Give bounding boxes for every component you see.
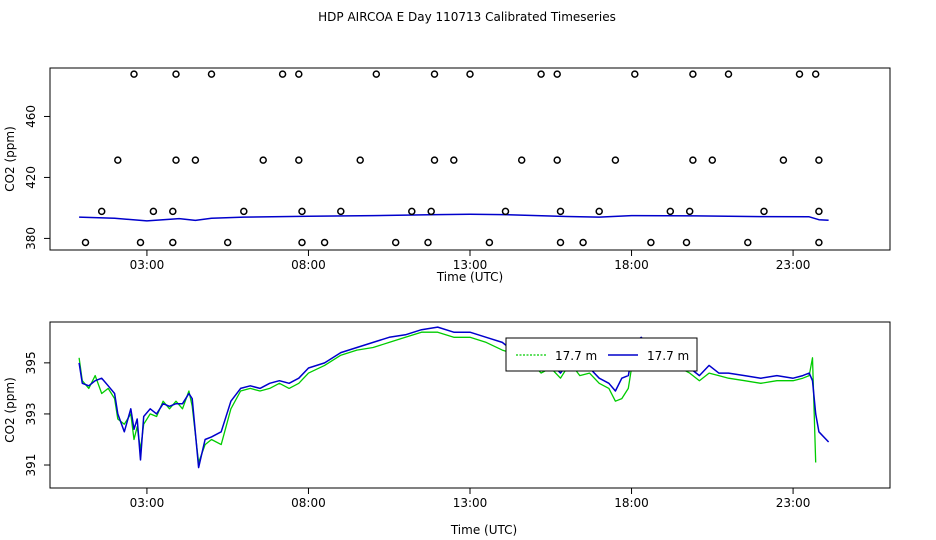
scatter-point bbox=[169, 207, 177, 216]
legend-label-0: 17.7 m bbox=[555, 349, 597, 363]
scatter-point bbox=[450, 156, 458, 164]
series-line-0 bbox=[78, 331, 817, 464]
figure-title: HDP AIRCOA E Day 110713 Calibrated Times… bbox=[318, 10, 616, 24]
scatter-point bbox=[391, 238, 400, 247]
y-tick-label: 460 bbox=[24, 105, 38, 128]
y-tick-label: 395 bbox=[24, 351, 38, 374]
x-tick-label: 03:00 bbox=[130, 496, 165, 510]
x-tick-label: 18:00 bbox=[614, 258, 649, 272]
scatter-point bbox=[556, 238, 565, 247]
scatter-point bbox=[466, 70, 474, 78]
x-tick-label: 23:00 bbox=[776, 496, 811, 510]
x-tick-label: 13:00 bbox=[453, 496, 488, 510]
scatter-point bbox=[647, 238, 655, 247]
y-axis: 391 393 395 bbox=[24, 351, 50, 476]
scatter-point bbox=[724, 70, 733, 78]
scatter-point bbox=[372, 70, 381, 78]
x-tick-label: 18:00 bbox=[614, 496, 649, 510]
scatter-point bbox=[320, 238, 329, 247]
scatter-point bbox=[97, 207, 106, 216]
scatter-point bbox=[337, 207, 345, 216]
line-series-group bbox=[78, 326, 830, 469]
scatter-point bbox=[517, 156, 526, 164]
scatter-point bbox=[537, 70, 545, 78]
scatter-points-group bbox=[81, 70, 823, 247]
scatter-point bbox=[631, 70, 639, 78]
series-line-1 bbox=[78, 326, 830, 469]
scatter-point bbox=[430, 156, 439, 164]
top-panel: 03:00 08:00 13:00 18:00 23:00 380 420 460 Time… bbox=[3, 67, 891, 284]
bottom-panel: 03:00 08:00 13:00 18:00 23:00 391 393 395 Time… bbox=[3, 321, 891, 537]
scatter-point bbox=[259, 156, 267, 164]
scatter-point bbox=[223, 238, 232, 247]
scatter-point bbox=[760, 207, 768, 216]
scatter-point bbox=[779, 156, 788, 164]
scatter-point bbox=[240, 207, 248, 216]
scatter-point bbox=[682, 238, 691, 247]
scatter-point bbox=[553, 156, 561, 164]
scatter-point bbox=[149, 207, 158, 216]
scatter-point bbox=[295, 70, 303, 78]
y-axis-label: CO2 (ppm) bbox=[3, 126, 17, 192]
y-tick-label: 380 bbox=[24, 227, 38, 250]
scatter-point bbox=[298, 238, 306, 247]
x-tick-label: 13:00 bbox=[453, 258, 488, 272]
scatter-point bbox=[685, 207, 694, 216]
y-tick-label: 420 bbox=[24, 166, 38, 189]
y-tick-label: 393 bbox=[24, 402, 38, 425]
legend: 17.7 m 17.7 m bbox=[505, 337, 698, 372]
scatter-point bbox=[430, 70, 439, 78]
scatter-point bbox=[172, 156, 180, 164]
plot-frame bbox=[49, 321, 891, 489]
scatter-point bbox=[136, 238, 145, 247]
scatter-point bbox=[191, 156, 200, 164]
scatter-point bbox=[815, 207, 823, 216]
scatter-point bbox=[356, 156, 364, 164]
scatter-point bbox=[744, 238, 752, 247]
scatter-point bbox=[689, 156, 697, 164]
x-tick-label: 03:00 bbox=[130, 258, 165, 272]
x-tick-label: 08:00 bbox=[291, 258, 326, 272]
scatter-point bbox=[689, 70, 697, 78]
scatter-point bbox=[169, 238, 177, 247]
x-axis: 03:00 08:00 13:00 18:00 23:00 bbox=[130, 488, 811, 510]
scatter-point bbox=[815, 238, 823, 247]
y-tick-label: 391 bbox=[24, 454, 38, 477]
scatter-point bbox=[424, 238, 432, 247]
scatter-point bbox=[501, 207, 510, 216]
x-axis-label: Time (UTC) bbox=[450, 523, 517, 537]
x-tick-label: 23:00 bbox=[776, 258, 811, 272]
scatter-point bbox=[485, 238, 494, 247]
y-axis-label: CO2 (ppm) bbox=[3, 377, 17, 443]
scatter-point bbox=[815, 156, 823, 164]
x-axis-label: Time (UTC) bbox=[436, 270, 503, 284]
scatter-point bbox=[114, 156, 122, 164]
scatter-point bbox=[795, 70, 804, 78]
line-series-group bbox=[79, 213, 829, 222]
scatter-point bbox=[207, 70, 216, 78]
scatter-point bbox=[427, 207, 435, 216]
scatter-point bbox=[408, 207, 416, 216]
scatter-point bbox=[595, 207, 603, 216]
x-tick-label: 08:00 bbox=[291, 496, 326, 510]
scatter-point bbox=[811, 70, 820, 78]
scatter-point bbox=[298, 207, 306, 216]
scatter-point bbox=[130, 70, 138, 78]
scatter-point bbox=[611, 156, 620, 164]
scatter-point bbox=[666, 207, 675, 216]
scatter-point bbox=[708, 156, 717, 164]
scatter-point bbox=[278, 70, 287, 78]
scatter-point bbox=[556, 207, 565, 216]
x-axis: 03:00 08:00 13:00 18:00 23:00 bbox=[130, 250, 811, 272]
scatter-point bbox=[172, 70, 180, 78]
series-line-0 bbox=[79, 213, 829, 222]
scatter-point bbox=[579, 238, 587, 247]
plot-frame bbox=[49, 67, 891, 251]
scatter-point bbox=[553, 70, 561, 78]
scatter-point bbox=[81, 238, 90, 247]
y-axis: 380 420 460 bbox=[24, 105, 50, 250]
legend-label-1: 17.7 m bbox=[647, 349, 689, 363]
scatter-point bbox=[295, 156, 303, 164]
